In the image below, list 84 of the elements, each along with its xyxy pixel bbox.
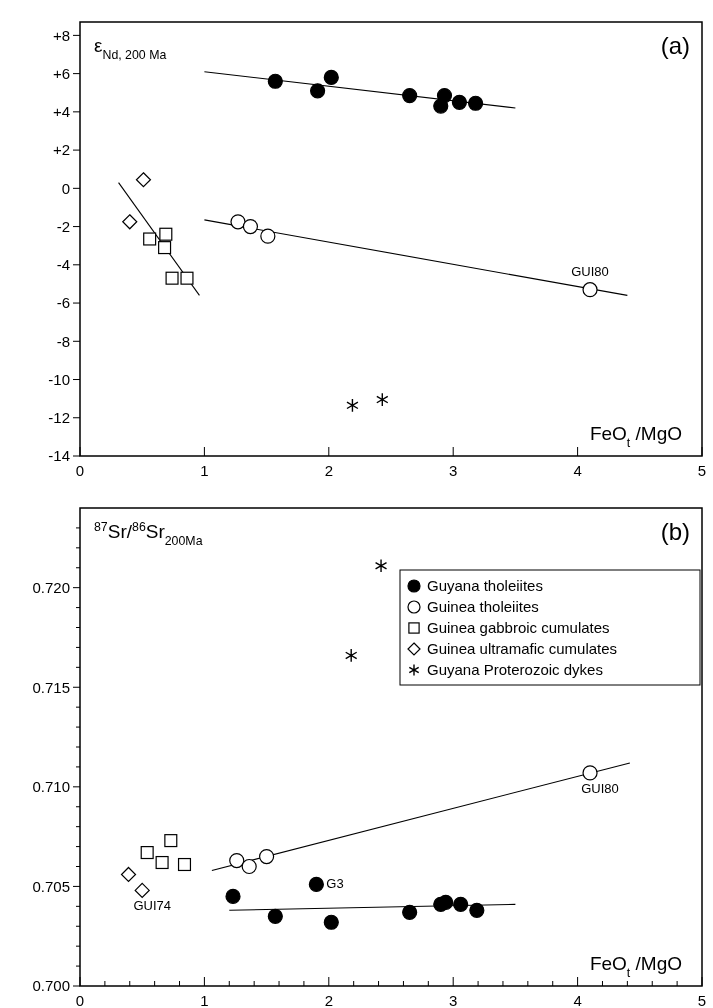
y-tick-label: -10: [48, 370, 70, 388]
point: [259, 848, 275, 865]
point: [180, 271, 194, 285]
x-tick-label: 5: [697, 992, 707, 1008]
y-tick-label: -8: [56, 332, 70, 350]
x-tick-label: 2: [324, 462, 333, 479]
x-tick-label: 4: [573, 462, 582, 479]
point: [134, 882, 150, 898]
y-tick-label: 0.700: [32, 977, 70, 995]
point: [433, 98, 449, 114]
point: [345, 648, 358, 663]
point: [308, 876, 324, 893]
point: [267, 908, 283, 924]
y-tick-label: 0: [61, 179, 70, 197]
legend-label: Guinea tholeiites: [427, 598, 539, 616]
point: [230, 214, 246, 230]
x-axis-title: FeO$_{t}$ /MgO: [589, 423, 682, 450]
y-tick-label: 0.705: [32, 877, 70, 895]
point: [135, 172, 152, 188]
point: [260, 228, 276, 244]
x-tick-label: 1: [200, 462, 209, 479]
point: [376, 392, 389, 407]
point: [143, 232, 157, 246]
legend-label: Guinea ultramafic cumulates: [427, 640, 618, 658]
x-axis-title: FeO$_{t}$ /MgO: [589, 953, 682, 980]
point: [402, 88, 418, 104]
x-tick-label: 1: [200, 992, 209, 1008]
annotation: GUI74: [133, 898, 171, 914]
x-tick-label: 4: [573, 992, 582, 1008]
chart-title: (a): [660, 32, 690, 59]
point: [582, 282, 598, 298]
x-tick-label: 2: [324, 992, 333, 1008]
point: [346, 398, 359, 413]
point: [438, 894, 454, 910]
annotation: GUI80: [581, 780, 619, 796]
chart-title: (b): [660, 518, 690, 545]
point: [323, 69, 339, 86]
x-tick-label: 0: [75, 462, 85, 479]
point: [165, 271, 179, 285]
y-tick-label: 0.710: [32, 778, 70, 796]
y-tick-label: -14: [48, 447, 70, 465]
point: [177, 857, 192, 872]
x-tick-label: 3: [449, 992, 458, 1008]
y-tick-label: 0.720: [32, 578, 70, 596]
point: [267, 73, 283, 89]
point: [158, 241, 172, 255]
y-tick-label: -4: [56, 256, 70, 274]
y-tick-label: +4: [52, 103, 70, 121]
point: [241, 858, 257, 875]
point: [155, 855, 169, 870]
point: [323, 914, 339, 930]
point: [159, 227, 173, 241]
point: [225, 888, 241, 904]
legend-label: Guinea gabbroic cumulates: [427, 619, 610, 637]
point: [242, 218, 259, 235]
point: [140, 846, 154, 860]
y-axis-title: $^{87}$Sr/$^{86}$Sr$_{200Ma}$: [94, 520, 203, 548]
legend-label: Guyana Proterozoic dykes: [427, 661, 603, 679]
legend-label: Guyana tholeiites: [427, 577, 543, 595]
point: [229, 852, 245, 869]
x-tick-label: 3: [449, 462, 458, 479]
point: [374, 558, 388, 573]
y-tick-label: -12: [48, 409, 70, 427]
point: [122, 214, 138, 230]
point: [451, 94, 468, 110]
x-tick-label: 5: [697, 462, 707, 479]
point: [164, 834, 178, 848]
point: [582, 765, 598, 781]
y-tick-label: +8: [52, 26, 70, 44]
point: [453, 896, 469, 912]
point: [469, 902, 485, 918]
annotation: G3: [326, 876, 344, 892]
point: [467, 95, 484, 111]
point: [310, 83, 326, 99]
y-tick-label: 0.715: [32, 678, 70, 696]
y-axis-title: ε$_{Nd, 200 Ma}$: [94, 35, 167, 62]
y-tick-label: +2: [52, 141, 70, 159]
y-tick-label: +6: [52, 64, 70, 82]
point: [120, 866, 137, 883]
y-tick-label: -2: [56, 217, 70, 235]
y-tick-label: -6: [56, 294, 70, 312]
annotation: GUI80: [571, 263, 609, 279]
point: [402, 904, 418, 920]
x-tick-label: 0: [75, 992, 85, 1008]
